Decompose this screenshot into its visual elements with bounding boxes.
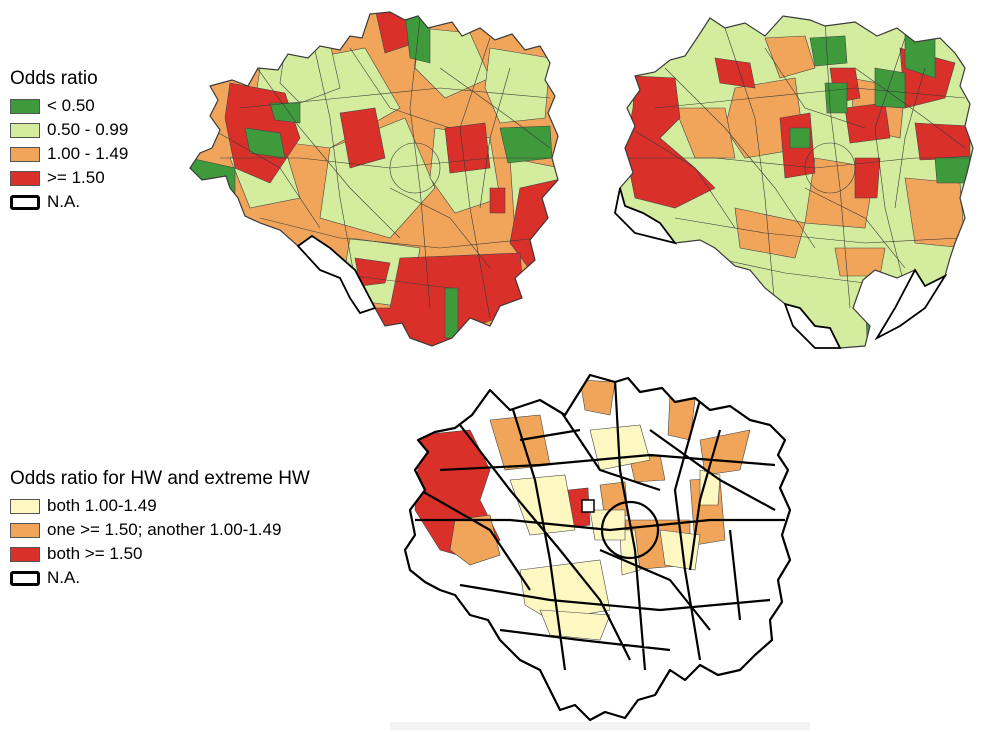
legend-item-one-high: one >= 1.50; another 1.00-1.49 <box>10 518 310 542</box>
legend-item-both-low: both 1.00-1.49 <box>10 494 310 518</box>
region <box>844 102 891 144</box>
legend-swatch <box>10 170 40 186</box>
region <box>484 47 551 124</box>
legend-label: < 0.50 <box>47 96 95 115</box>
na-region <box>874 268 948 341</box>
region <box>509 474 576 536</box>
legend-label: >= 1.50 <box>47 168 105 187</box>
legend-swatch-na <box>10 570 40 586</box>
region <box>904 177 966 249</box>
region <box>339 107 386 169</box>
region <box>934 155 973 184</box>
region <box>809 35 848 67</box>
legend-title: Odds ratio for HW and extreme HW <box>10 468 310 489</box>
legend-item-dark-green: < 0.50 <box>10 94 128 118</box>
region <box>499 125 553 164</box>
region <box>674 107 736 159</box>
region <box>699 429 751 476</box>
legend-label: 1.00 - 1.49 <box>47 144 129 163</box>
legend-item-light-green: 0.50 - 0.99 <box>10 118 128 142</box>
legend-title: Odds ratio <box>10 68 98 89</box>
na-region <box>296 234 377 315</box>
region <box>444 122 491 174</box>
region <box>190 157 236 254</box>
region <box>764 35 816 79</box>
odds-ratio-map-heatwave <box>189 11 559 347</box>
region <box>659 529 701 571</box>
region <box>444 287 459 339</box>
bottom-strip <box>390 722 810 730</box>
legend-swatch <box>10 122 40 138</box>
na-region <box>783 302 842 349</box>
legend-label: both >= 1.50 <box>47 544 143 563</box>
legend-swatch <box>10 498 40 514</box>
legend-label: N.A. <box>47 568 81 587</box>
legend-label: N.A. <box>47 192 81 211</box>
combined-odds-ratio-map <box>403 373 792 722</box>
legend-swatch <box>10 98 40 114</box>
region <box>854 157 881 199</box>
na-region <box>614 187 678 245</box>
legend-item-both-high: both >= 1.50 <box>10 542 310 566</box>
legend-swatch <box>10 546 40 562</box>
region <box>789 127 811 149</box>
region <box>914 122 971 161</box>
legend-item-na: N.A. <box>10 190 128 214</box>
combined-odds-legend: Odds ratio for HW and extreme HW both 1.… <box>10 468 310 590</box>
legend-swatch-na <box>10 194 40 210</box>
legend-label: 0.50 - 0.99 <box>47 120 129 139</box>
legend-item-red: >= 1.50 <box>10 166 128 190</box>
region <box>489 187 506 214</box>
region <box>579 379 616 416</box>
region <box>734 207 806 259</box>
region <box>834 247 886 277</box>
legend-swatch <box>10 522 40 538</box>
odds-ratio-legend: Odds ratio < 0.50 0.50 - 0.99 1.00 - 1.4… <box>10 68 128 214</box>
region <box>589 509 626 541</box>
region <box>714 57 756 89</box>
odds-ratio-map-extreme-heatwave <box>614 15 974 349</box>
legend-label: both 1.00-1.49 <box>47 496 157 515</box>
legend-item-na: N.A. <box>10 566 310 590</box>
legend-item-orange: 1.00 - 1.49 <box>10 142 128 166</box>
region <box>874 67 906 109</box>
legend-label: one >= 1.50; another 1.00-1.49 <box>47 520 282 539</box>
legend-swatch <box>10 146 40 162</box>
region <box>824 82 848 114</box>
